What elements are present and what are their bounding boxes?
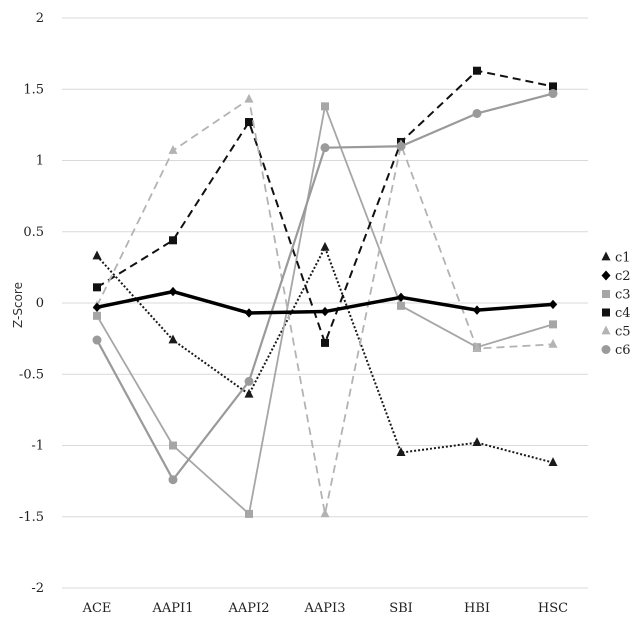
- data-point: [93, 311, 101, 320]
- series-line: [96, 246, 554, 464]
- data-point: [548, 299, 558, 310]
- y-axis-title: Z-Score: [11, 282, 25, 328]
- data-point: [320, 508, 330, 518]
- data-point: [396, 447, 406, 456]
- data-point: [245, 509, 253, 518]
- data-point: [321, 102, 329, 111]
- legend-marker: [601, 345, 611, 354]
- series-c6: [92, 89, 558, 485]
- legend-label: c2: [615, 269, 631, 284]
- data-point: [320, 143, 330, 153]
- data-point: [244, 308, 254, 318]
- gridlines: [62, 17, 588, 589]
- series-layer: [92, 66, 558, 518]
- data-point: [396, 292, 406, 302]
- data-point: [320, 241, 330, 251]
- data-point: [548, 89, 558, 99]
- legend: c1 c2 c3 c4 c5 c6: [601, 251, 631, 358]
- legend-item-c1: c1: [601, 251, 631, 266]
- x-tick-label: SBI: [389, 601, 413, 616]
- data-point: [168, 145, 178, 154]
- legend-item-c2: c2: [601, 269, 631, 284]
- data-point: [169, 441, 177, 450]
- y-tick-label: 1: [36, 154, 44, 169]
- data-point: [548, 457, 558, 466]
- data-point: [92, 250, 102, 260]
- x-tick-label: HBI: [464, 601, 490, 616]
- x-tick-label: AAPI3: [304, 601, 346, 616]
- data-point: [244, 388, 254, 398]
- series-c5: [92, 93, 558, 518]
- data-point: [473, 66, 481, 75]
- legend-marker: [602, 308, 610, 317]
- data-point: [244, 93, 254, 103]
- legend-item-c6: c6: [601, 343, 631, 358]
- x-tick-label: AAPI2: [228, 601, 270, 616]
- x-tick-label: ACE: [82, 601, 112, 616]
- data-point: [168, 286, 178, 297]
- data-point: [472, 343, 482, 352]
- data-point: [93, 283, 101, 292]
- y-tick-label: -0.5: [19, 367, 44, 382]
- y-tick-label: 0.5: [23, 225, 44, 240]
- y-tick-label: 0: [36, 296, 44, 311]
- legend-item-c3: c3: [602, 288, 631, 303]
- data-point: [549, 320, 557, 329]
- legend-marker: [601, 251, 611, 261]
- y-tick-label: 2: [36, 11, 44, 26]
- x-axis-ticks: ACE AAPI1 AAPI2 AAPI3 SBI HBI HSC: [82, 601, 569, 616]
- data-point: [245, 118, 253, 127]
- data-point: [548, 338, 558, 348]
- x-tick-label: AAPI1: [152, 601, 194, 616]
- data-point: [92, 302, 102, 312]
- data-point: [92, 335, 102, 345]
- legend-label: c3: [615, 288, 631, 303]
- legend-label: c5: [615, 325, 631, 340]
- legend-label: c6: [615, 343, 631, 358]
- y-tick-label: -2: [31, 581, 44, 596]
- data-point: [549, 82, 557, 91]
- legend-item-c5: c5: [601, 325, 631, 340]
- data-point: [397, 301, 405, 310]
- data-point: [168, 334, 178, 344]
- legend-item-c4: c4: [602, 306, 631, 321]
- data-point: [168, 475, 178, 485]
- y-axis-ticks: 2 1.5 1 0.5 0 -0.5 -1 -1.5 -2: [19, 11, 44, 596]
- series-line: [96, 98, 554, 515]
- data-point: [321, 338, 329, 347]
- series-c1: [92, 241, 558, 466]
- legend-marker: [602, 290, 610, 298]
- legend-label: c1: [615, 251, 631, 266]
- legend-label: c4: [615, 306, 631, 321]
- data-point: [472, 437, 482, 447]
- data-point: [320, 306, 330, 317]
- legend-marker: [601, 325, 611, 335]
- data-point: [244, 376, 254, 386]
- legend-marker: [601, 270, 611, 281]
- data-point: [472, 305, 482, 315]
- x-tick-label: HSC: [538, 601, 568, 616]
- y-tick-label: 1.5: [23, 82, 44, 97]
- series-c2: [92, 286, 558, 318]
- y-tick-label: -1: [31, 439, 44, 454]
- y-tick-label: -1.5: [19, 510, 44, 525]
- data-point: [169, 236, 177, 245]
- data-point: [396, 141, 406, 151]
- data-point: [472, 108, 482, 118]
